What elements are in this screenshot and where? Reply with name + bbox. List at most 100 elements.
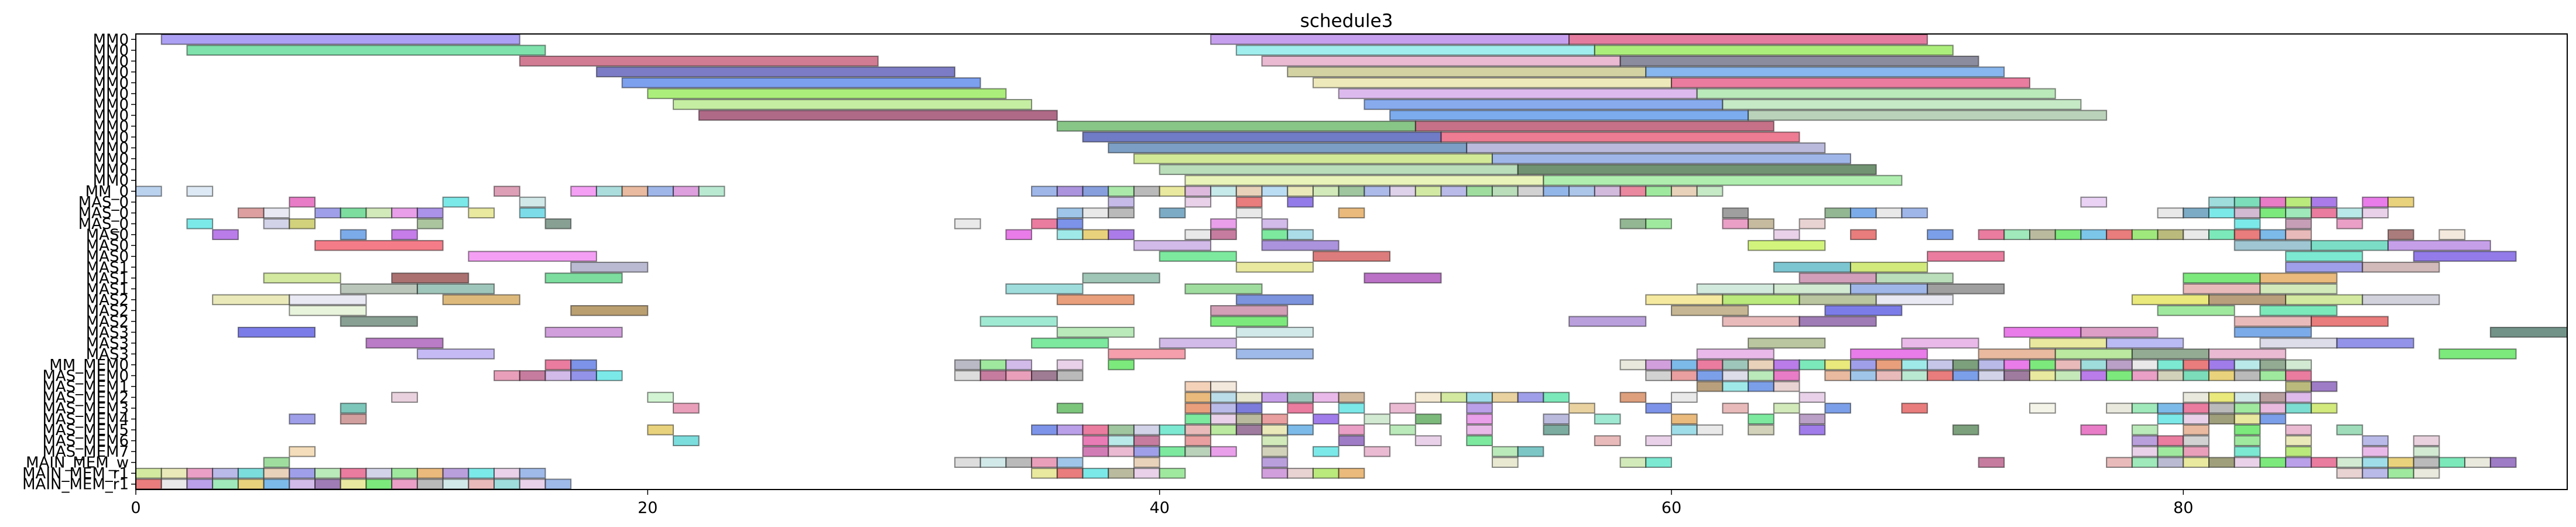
task-bar	[1235, 413, 1263, 425]
task-bar	[2208, 229, 2235, 241]
task-bar	[1312, 467, 1340, 479]
task-bar	[1543, 174, 1903, 186]
task-bar	[544, 218, 572, 230]
y-tick-label: MAIN_MEM_r1	[22, 476, 129, 494]
task-bar	[1031, 467, 1058, 479]
task-bar	[2183, 392, 2210, 403]
task-bar	[1466, 392, 1493, 403]
task-bar	[1696, 88, 2056, 100]
task-bar	[1722, 359, 1749, 371]
task-bar	[1210, 392, 1237, 403]
task-bar	[2183, 446, 2210, 457]
task-bar	[1799, 272, 1877, 284]
y-tick-label: MAS2	[86, 292, 129, 309]
task-bar	[1927, 359, 1954, 371]
task-bar	[1210, 305, 1289, 316]
task-bar	[1338, 402, 1365, 414]
task-bar	[2157, 229, 2184, 241]
task-bar	[570, 186, 597, 197]
task-bar	[1543, 186, 1570, 197]
task-bar	[1440, 186, 1468, 197]
task-bar	[1082, 424, 1109, 436]
task-bar	[1261, 239, 1340, 251]
task-bar	[365, 207, 393, 218]
task-bar	[2183, 424, 2210, 436]
task-bar	[1773, 359, 1800, 371]
task-bar	[1159, 446, 1186, 457]
y-tick-label: MAS_MEM6	[42, 433, 129, 450]
task-bar	[1773, 402, 1800, 414]
task-bar	[1235, 207, 1263, 218]
chart-title: schedule3	[1300, 11, 1393, 32]
task-bar	[979, 457, 1007, 468]
task-bar	[1799, 413, 1826, 425]
task-bar	[2183, 359, 2210, 371]
task-bar	[1056, 186, 1084, 197]
task-bar	[391, 478, 418, 490]
task-bar	[1670, 305, 1749, 316]
task-bar	[1261, 55, 1621, 67]
task-bar	[1491, 153, 1851, 165]
task-bar	[2080, 359, 2108, 371]
task-bar	[1287, 402, 1314, 414]
y-tick-label: MAS_MEM0	[42, 368, 129, 385]
task-bar	[186, 45, 546, 56]
task-bar	[979, 370, 1007, 381]
task-bar	[2080, 327, 2159, 338]
task-bar	[1389, 402, 1416, 414]
task-bar	[2310, 381, 2338, 392]
task-bar	[1210, 402, 1237, 414]
task-bar	[289, 196, 316, 208]
task-bar	[2054, 348, 2133, 360]
task-bar	[595, 370, 623, 381]
task-bar	[1645, 66, 2005, 78]
task-bar	[1491, 186, 1519, 197]
task-bar	[2054, 370, 2082, 381]
task-bar	[340, 478, 367, 490]
task-bar	[2183, 272, 2261, 284]
task-bar	[1466, 186, 1493, 197]
task-bar	[2208, 413, 2235, 425]
task-bar	[1287, 196, 1314, 208]
task-bar	[391, 392, 418, 403]
task-bar	[1159, 467, 1186, 479]
y-tick-label: MAS3	[86, 345, 129, 363]
task-bar	[1849, 359, 1877, 371]
task-bar	[1594, 435, 1621, 446]
task-bar	[1824, 370, 1851, 381]
task-bar	[1440, 392, 1468, 403]
task-bar	[570, 370, 597, 381]
task-bar	[2054, 229, 2082, 241]
task-bar	[1952, 370, 1979, 381]
task-bar	[2054, 359, 2082, 371]
task-bar	[2310, 316, 2389, 327]
task-bar	[1210, 218, 1237, 230]
task-bar	[2362, 294, 2440, 306]
task-bar	[2131, 370, 2159, 381]
task-bar	[1849, 261, 1928, 273]
task-bar	[2310, 207, 2338, 218]
y-tick-label: MAS_0	[78, 215, 129, 233]
task-bar	[468, 478, 495, 490]
task-bar	[1338, 424, 1365, 436]
task-bar	[1645, 435, 1672, 446]
task-bar	[1773, 283, 1851, 295]
task-bar	[2234, 457, 2261, 468]
task-bar	[2106, 370, 2133, 381]
task-bar	[544, 272, 623, 284]
task-bar	[1901, 370, 1928, 381]
task-bar	[2489, 327, 2568, 338]
task-bar	[1261, 467, 1289, 479]
task-bar	[1824, 359, 1851, 371]
task-bar	[2438, 229, 2466, 241]
task-bar	[979, 316, 1058, 327]
task-bar	[1696, 424, 1724, 436]
task-bar	[2157, 370, 2184, 381]
task-bar	[595, 186, 623, 197]
task-bar	[1927, 251, 2005, 262]
task-bar	[1159, 337, 1237, 349]
y-tick-label: MAS3	[86, 324, 129, 341]
task-bar	[1210, 33, 1570, 45]
task-bar	[160, 478, 188, 490]
y-tick-label: MAS0	[86, 227, 129, 244]
